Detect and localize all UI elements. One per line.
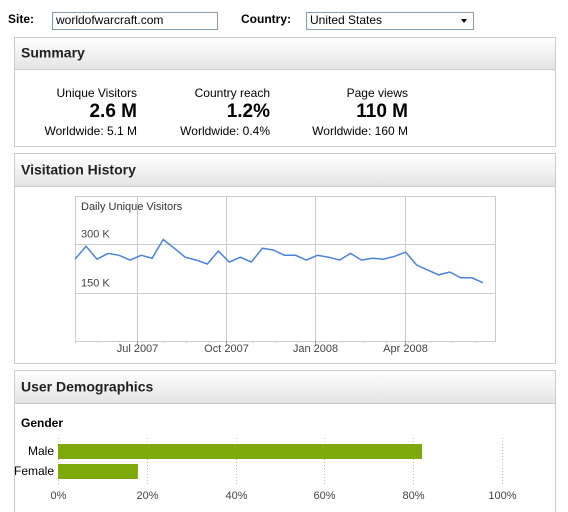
series-line <box>74 238 484 284</box>
panel-header <box>15 371 555 403</box>
x-tick-label: 60% <box>313 490 335 502</box>
plot-area <box>75 196 496 342</box>
stat-worldwide: Worldwide: 0.4% <box>180 124 270 138</box>
stat-value: 2.6 M <box>89 101 137 122</box>
stat-label: Country reach <box>195 86 270 100</box>
x-tick-label: Jan 2008 <box>293 343 338 355</box>
category-label: Male <box>28 444 54 458</box>
x-tick-label: 20% <box>136 490 158 502</box>
stat-value: 110 M <box>356 101 408 122</box>
site-input[interactable] <box>52 12 218 30</box>
site-value: worldofwarcraft.com <box>55 13 163 27</box>
chart-subtitle: Gender <box>21 416 63 430</box>
x-tick-label: 40% <box>225 490 247 502</box>
x-tick-label: 80% <box>402 490 424 502</box>
country-select[interactable] <box>306 12 474 30</box>
panel-title: Visitation History <box>21 162 136 178</box>
stat-worldwide: Worldwide: 5.1 M <box>45 124 137 138</box>
panel-title: Summary <box>21 45 85 61</box>
stat-worldwide: Worldwide: 160 M <box>312 124 408 138</box>
category-label: Female <box>14 464 54 478</box>
x-tick-label: Apr 2008 <box>383 343 428 355</box>
x-tick-label: Oct 2007 <box>204 343 249 355</box>
panel-title: User Demographics <box>21 379 153 395</box>
bar <box>58 444 423 459</box>
y-axis-label: Daily Unique Visitors <box>81 201 183 213</box>
panel-header <box>15 38 555 69</box>
stat-label: Unique Visitors <box>57 86 137 100</box>
site-label: Site: <box>8 12 34 26</box>
x-tick-label: Jul 2007 <box>117 343 159 355</box>
line-chart: 150 K 300 K Jul 2007 Oct 2007 Jan 2008 Apr 20… <box>74 196 496 355</box>
x-tick-label: 0% <box>51 490 67 502</box>
y-tick-label: 150 K <box>81 277 110 289</box>
bar <box>58 464 138 479</box>
country-value: United States <box>310 13 382 27</box>
stat-value: 1.2% <box>227 101 270 122</box>
y-tick-label: 300 K <box>81 228 110 240</box>
dropdown-arrow <box>461 19 467 23</box>
country-label: Country: <box>241 12 291 26</box>
panel-header <box>15 154 555 186</box>
stat-label: Page views <box>347 86 408 100</box>
x-tick-label: 100% <box>488 490 516 502</box>
bar-chart: 0% 20% 40% 60% 80% 100% Male Female <box>14 438 517 502</box>
